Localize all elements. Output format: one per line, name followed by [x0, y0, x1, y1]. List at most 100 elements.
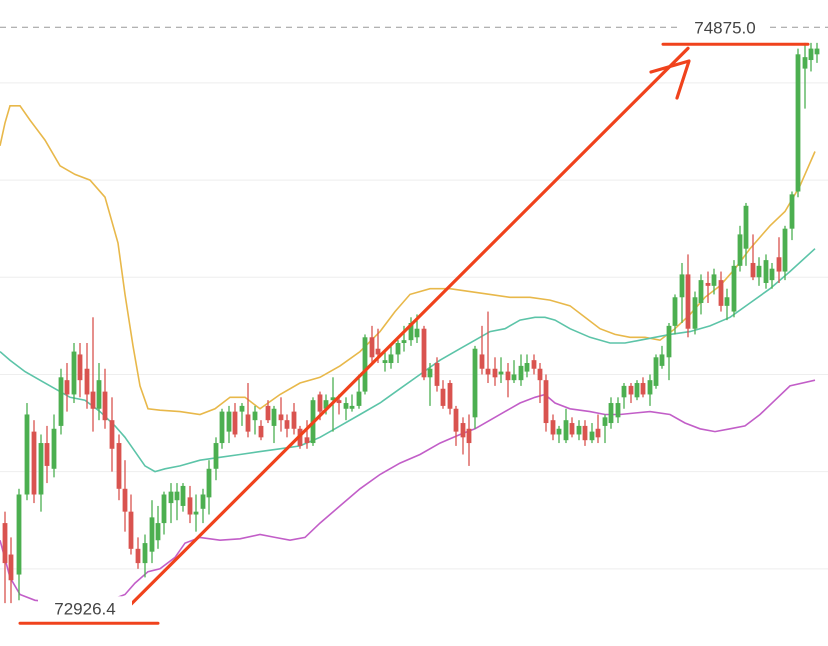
candle-up [679, 262, 685, 323]
candle-down [776, 237, 782, 283]
candle-up [511, 360, 517, 384]
candle-body [576, 425, 582, 435]
candle-body [362, 337, 368, 392]
candle-down [479, 325, 485, 375]
candle-body [122, 488, 128, 512]
candle-body [524, 363, 530, 372]
candle-down [750, 234, 756, 281]
candle-body [466, 428, 472, 444]
candle-body [621, 385, 627, 398]
candle-up [659, 345, 665, 369]
candle-body [705, 282, 711, 286]
candle-up [737, 225, 743, 272]
candle-down [421, 325, 427, 381]
candle-down [8, 537, 14, 604]
candle-up [408, 317, 414, 346]
candle-body [769, 268, 775, 281]
candle-down [84, 343, 90, 409]
candle-up [647, 374, 653, 406]
candle-body [543, 380, 549, 424]
candle-body [460, 423, 466, 438]
candle-up [96, 363, 102, 421]
candle-body [782, 228, 788, 272]
candle-body [16, 494, 22, 575]
candle-up [382, 351, 388, 372]
candle-down [460, 417, 466, 455]
candle-body [550, 420, 556, 435]
candle-up [621, 383, 627, 409]
candle-up [271, 405, 277, 444]
candle-down [44, 425, 50, 484]
candle-body [8, 554, 14, 581]
candle-up [168, 483, 174, 524]
candle-body [193, 511, 199, 515]
candle-body [608, 403, 614, 424]
candle-up [589, 423, 595, 444]
candle-body [776, 257, 782, 272]
candle-body [698, 280, 704, 303]
candle-up [576, 420, 582, 441]
candle-body [58, 377, 64, 426]
candle-body [672, 297, 678, 326]
candle-body [569, 423, 575, 435]
candle-body [628, 385, 634, 395]
candle-body [395, 343, 401, 355]
candle-up [769, 262, 775, 289]
candle-up [789, 191, 795, 241]
candle-down [569, 417, 575, 438]
candle-body [284, 420, 290, 429]
candle-body [219, 411, 225, 444]
candle-up [731, 260, 737, 318]
low-label-background [38, 596, 132, 620]
arrow-head [649, 59, 691, 100]
candle-body [388, 354, 394, 364]
candle-up [666, 323, 672, 381]
candle-body [492, 368, 498, 378]
candle-down [304, 420, 310, 449]
candle-body [90, 391, 96, 409]
candle-up [602, 414, 608, 444]
candle-body [724, 297, 730, 306]
candle-up [763, 254, 769, 289]
candle-down [90, 317, 96, 432]
low-price-label: 72926.4 [54, 599, 115, 618]
candle-up [149, 500, 155, 564]
candle-down [102, 368, 108, 429]
candle-up [38, 434, 44, 512]
candle-body [685, 274, 691, 329]
candle-down [537, 363, 543, 404]
middle-band-line [0, 248, 816, 473]
candle-body [109, 420, 115, 449]
candle-body [291, 411, 297, 429]
candle-up [782, 225, 788, 281]
candle-body [278, 414, 284, 421]
candle-down [31, 420, 37, 504]
candle-down [582, 420, 588, 446]
upper-band-line [0, 105, 816, 416]
candle-up [395, 340, 401, 364]
candle-up [252, 405, 258, 435]
candle-body [44, 443, 50, 466]
candle-up [518, 354, 524, 386]
candle-body [343, 403, 349, 409]
candle-up [802, 42, 808, 109]
candle-down [453, 405, 459, 446]
candle-body [653, 357, 659, 386]
candle-body [731, 265, 737, 312]
candle-up [58, 368, 64, 435]
candle-body [750, 262, 756, 278]
candle-body [128, 511, 134, 549]
candle-body [531, 360, 537, 369]
trend-arrow-line [126, 46, 690, 609]
candle-up [724, 288, 730, 321]
candle-body [77, 354, 83, 381]
candle-up [672, 294, 678, 335]
candle-down [485, 311, 491, 384]
candle-down [128, 494, 134, 555]
candle-down [77, 343, 83, 398]
candle-body [718, 280, 724, 306]
candle-up [239, 403, 245, 426]
candle-body [226, 411, 232, 432]
candle-body [369, 337, 375, 358]
